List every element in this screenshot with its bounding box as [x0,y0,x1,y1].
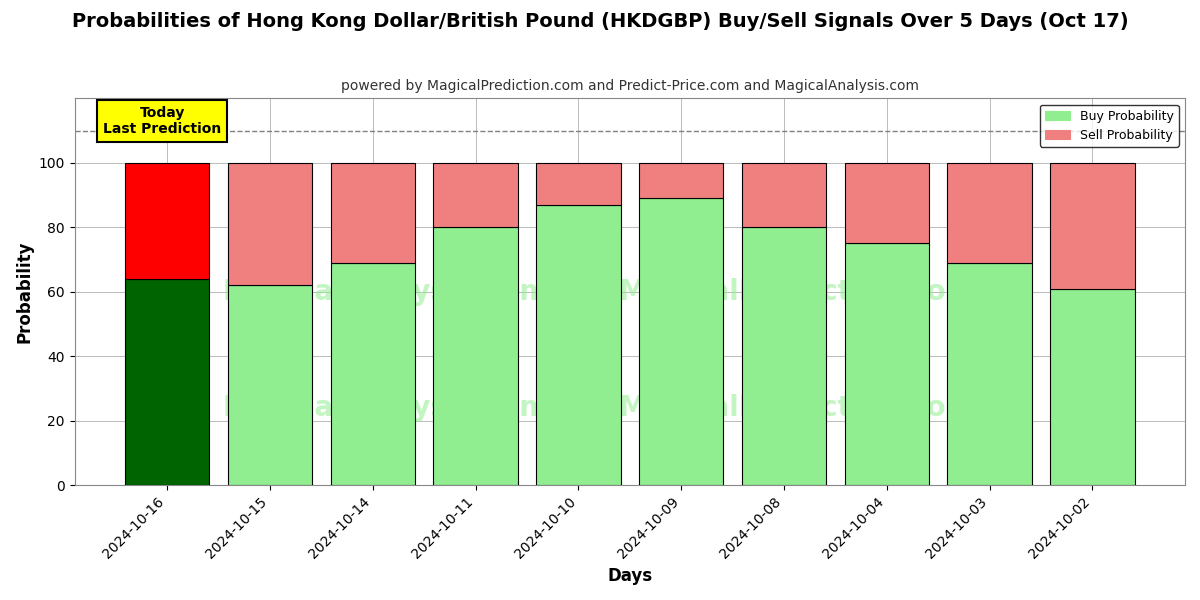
Bar [228,286,312,485]
Text: Probabilities of Hong Kong Dollar/British Pound (HKDGBP) Buy/Sell Signals Over 5: Probabilities of Hong Kong Dollar/Britis… [72,12,1128,31]
Bar [125,279,210,485]
Bar [1050,163,1134,289]
Text: MagicalAnalysis.com: MagicalAnalysis.com [222,394,548,422]
Bar [948,263,1032,485]
Bar [742,227,826,485]
Text: MagicalAnalysis.com: MagicalAnalysis.com [222,278,548,306]
Bar [640,198,724,485]
Bar [433,227,517,485]
Legend: Buy Probability, Sell Probability: Buy Probability, Sell Probability [1040,104,1178,147]
Bar [948,163,1032,263]
Text: Today
Last Prediction: Today Last Prediction [103,106,221,136]
Bar [1050,289,1134,485]
Bar [845,244,929,485]
Bar [433,163,517,227]
Text: MagicalPrediction.com: MagicalPrediction.com [618,394,974,422]
Bar [228,163,312,286]
Bar [331,263,415,485]
X-axis label: Days: Days [607,567,653,585]
Text: MagicalPrediction.com: MagicalPrediction.com [618,278,974,306]
Bar [536,163,620,205]
Bar [331,163,415,263]
Y-axis label: Probability: Probability [16,241,34,343]
Bar [742,163,826,227]
Bar [845,163,929,244]
Bar [125,163,210,279]
Bar [640,163,724,198]
Bar [536,205,620,485]
Title: powered by MagicalPrediction.com and Predict-Price.com and MagicalAnalysis.com: powered by MagicalPrediction.com and Pre… [341,79,919,93]
